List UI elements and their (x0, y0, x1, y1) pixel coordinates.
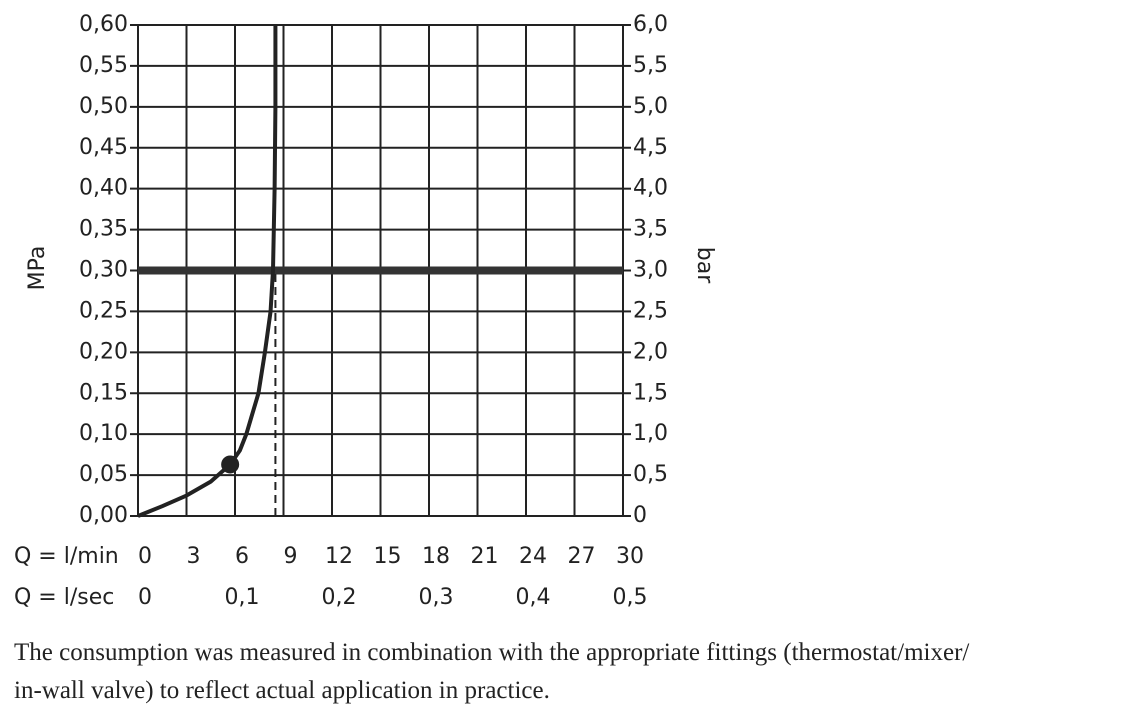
y2-tick-label: 2,5 (633, 298, 668, 323)
note-line: The consumption was measured in combinat… (14, 639, 969, 666)
x-tick-label: 30 (616, 544, 644, 569)
y-tick-label: 0,35 (79, 217, 128, 242)
x2-tick-label: 0,5 (613, 585, 648, 610)
y2-axis-title: bar (692, 247, 717, 284)
y-tick-label: 0,10 (79, 421, 128, 446)
x2-tick-label: 0,4 (516, 585, 551, 610)
y2-tick-label: 4,5 (633, 135, 668, 160)
y-tick-label: 0,45 (79, 135, 128, 160)
curve (137, 25, 278, 518)
y2-tick-label: 5,0 (633, 94, 668, 119)
y-tick-label: 0,30 (79, 258, 128, 283)
y-tick-label: 0,05 (79, 462, 128, 487)
y2-tick-label: 1,5 (633, 380, 668, 405)
y-tick-label: 0,40 (79, 176, 128, 201)
y2-tick-label: 0 (633, 503, 647, 528)
y-tick-label: 0,20 (79, 339, 128, 364)
y2-tick-label: 5,5 (633, 53, 668, 78)
y2-tick-label: 3,0 (633, 258, 668, 283)
x2-tick-label: 0,2 (322, 585, 357, 610)
y2-tick-label: 4,0 (633, 176, 668, 201)
y-tick-label: 0,50 (79, 94, 128, 119)
y2-tick-label: 0,5 (633, 462, 668, 487)
y-tick-label: 0,15 (79, 380, 128, 405)
x-tick-label: 27 (568, 544, 596, 569)
y-tick-label: 0,00 (79, 503, 128, 528)
x2-tick-label: 0,3 (419, 585, 454, 610)
y-axis-title: MPa (25, 246, 50, 291)
x-tick-label: 9 (284, 544, 298, 569)
y-tick-label: 0,55 (79, 53, 128, 78)
y-tick-label: 0,60 (79, 12, 128, 37)
x-tick-label: 12 (325, 544, 353, 569)
x-tick-label: 6 (235, 544, 249, 569)
y2-tick-label: 1,0 (633, 421, 668, 446)
y-tick-label: 0,25 (79, 298, 128, 323)
x-tick-label: 3 (187, 544, 201, 569)
x-tick-label: 21 (471, 544, 499, 569)
x-tick-label: 0 (138, 544, 152, 569)
y2-tick-label: 3,5 (633, 217, 668, 242)
y2-tick-label: 2,0 (633, 339, 668, 364)
x2-row-label: Q = l/sec (14, 585, 114, 610)
x2-tick-label: 0,1 (225, 585, 260, 610)
marker-point (221, 455, 240, 474)
x-row-label: Q = l/min (14, 544, 119, 569)
note-line: in-wall valve) to reflect actual applica… (14, 677, 550, 704)
y2-tick-label: 6,0 (633, 12, 668, 37)
x-tick-label: 15 (374, 544, 402, 569)
x-tick-label: 24 (519, 544, 547, 569)
x-tick-label: 18 (422, 544, 450, 569)
x2-tick-label: 0 (138, 585, 152, 610)
